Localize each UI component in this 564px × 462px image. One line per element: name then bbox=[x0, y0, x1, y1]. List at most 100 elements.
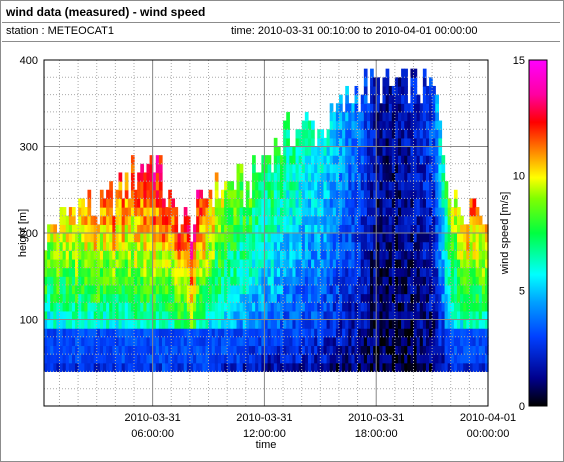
heatmap-cell bbox=[199, 328, 203, 338]
heatmap-cell bbox=[276, 310, 281, 321]
heatmap-cell bbox=[413, 250, 418, 260]
heatmap-cell bbox=[270, 319, 275, 329]
heatmap-cell bbox=[292, 345, 297, 355]
heatmap-cell bbox=[354, 233, 359, 243]
heatmap-cell bbox=[143, 189, 148, 199]
heatmap-cell bbox=[295, 224, 300, 234]
heatmap-cell bbox=[137, 362, 141, 372]
heatmap-cell bbox=[335, 155, 340, 165]
heatmap-cell bbox=[404, 233, 408, 243]
heatmap-cell bbox=[444, 181, 449, 191]
heatmap-cell bbox=[211, 207, 216, 217]
heatmap-cell bbox=[348, 172, 353, 182]
heatmap-cell bbox=[407, 137, 412, 148]
heatmap-cell bbox=[320, 207, 325, 217]
heatmap-cell bbox=[112, 215, 117, 225]
heatmap-cell bbox=[214, 293, 219, 303]
y-tick-label: 100 bbox=[20, 315, 38, 327]
heatmap-cell bbox=[422, 336, 427, 347]
heatmap-cell bbox=[385, 137, 390, 148]
heatmap-cell bbox=[81, 276, 85, 286]
heatmap-cell bbox=[65, 258, 70, 269]
heatmap-cell bbox=[335, 224, 340, 234]
heatmap-cell bbox=[130, 233, 135, 243]
heatmap-cell bbox=[189, 336, 194, 347]
heatmap-cell bbox=[429, 120, 433, 130]
heatmap-cell bbox=[441, 319, 446, 329]
heatmap-cell bbox=[273, 241, 278, 251]
heatmap-cell bbox=[413, 233, 418, 243]
heatmap-cell bbox=[469, 207, 474, 217]
heatmap-cell bbox=[78, 215, 82, 225]
heatmap-cell bbox=[233, 258, 238, 269]
heatmap-cell bbox=[394, 129, 399, 139]
heatmap-cell bbox=[438, 284, 443, 295]
heatmap-cell bbox=[193, 319, 197, 329]
heatmap-cell bbox=[286, 284, 290, 295]
heatmap-cell bbox=[283, 267, 287, 277]
heatmap-cell bbox=[326, 233, 331, 243]
heatmap-cell bbox=[174, 241, 179, 251]
heatmap-cell bbox=[432, 137, 436, 148]
heatmap-cell bbox=[450, 276, 455, 286]
heatmap-cell bbox=[140, 267, 144, 277]
heatmap-cell bbox=[391, 354, 396, 364]
heatmap-cell bbox=[307, 129, 312, 139]
heatmap-cell bbox=[385, 198, 390, 208]
heatmap-cell bbox=[143, 293, 148, 303]
heatmap-cell bbox=[429, 354, 433, 364]
heatmap-cell bbox=[252, 293, 256, 303]
heatmap-cell bbox=[118, 319, 123, 329]
heatmap-cell bbox=[422, 163, 427, 174]
heatmap-cell bbox=[276, 354, 281, 364]
heatmap-cell bbox=[270, 276, 275, 286]
heatmap-cell bbox=[332, 198, 337, 208]
heatmap-cell bbox=[323, 163, 328, 174]
heatmap-cell bbox=[224, 241, 228, 251]
heatmap-cell bbox=[168, 241, 172, 251]
heatmap-cell bbox=[152, 345, 157, 355]
heatmap-cell bbox=[373, 276, 377, 286]
heatmap-cell bbox=[205, 319, 210, 329]
heatmap-cell bbox=[379, 276, 384, 286]
heatmap-cell bbox=[460, 267, 464, 277]
heatmap-cell bbox=[211, 267, 216, 277]
heatmap-cell bbox=[137, 233, 141, 243]
heatmap-cell bbox=[366, 284, 371, 295]
heatmap-cell bbox=[370, 77, 374, 87]
heatmap-cell bbox=[177, 267, 182, 277]
heatmap-cell bbox=[432, 163, 436, 174]
heatmap-cell bbox=[357, 328, 362, 338]
heatmap-cell bbox=[146, 284, 151, 295]
heatmap-cell bbox=[363, 103, 368, 113]
heatmap-cell bbox=[196, 189, 200, 199]
heatmap-cell bbox=[429, 181, 433, 191]
heatmap-cell bbox=[208, 189, 213, 199]
heatmap-cell bbox=[292, 267, 297, 277]
heatmap-cell bbox=[248, 276, 253, 286]
heatmap-cell bbox=[311, 293, 315, 303]
heatmap-cell bbox=[438, 328, 443, 338]
heatmap-cell bbox=[239, 233, 244, 243]
heatmap-cell bbox=[413, 293, 418, 303]
heatmap-cell bbox=[124, 172, 129, 182]
heatmap-cell bbox=[407, 284, 412, 295]
heatmap-cell bbox=[267, 258, 272, 269]
heatmap-cell bbox=[357, 362, 362, 372]
heatmap-cell bbox=[53, 302, 58, 312]
heatmap-cell bbox=[158, 155, 163, 165]
heatmap-cell bbox=[199, 198, 203, 208]
heatmap-cell bbox=[127, 310, 132, 321]
heatmap-cell bbox=[401, 215, 405, 225]
heatmap-cell bbox=[348, 215, 353, 225]
heatmap-cell bbox=[280, 354, 284, 364]
heatmap-cell bbox=[103, 362, 107, 372]
heatmap-cell bbox=[295, 328, 300, 338]
heatmap-cell bbox=[205, 224, 210, 234]
heatmap-cell bbox=[53, 319, 58, 329]
heatmap-cell bbox=[388, 258, 393, 269]
heatmap-cell bbox=[224, 284, 228, 295]
heatmap-cell bbox=[466, 250, 471, 260]
y-axis-label: height [m] bbox=[17, 209, 29, 257]
heatmap-cell bbox=[242, 215, 247, 225]
